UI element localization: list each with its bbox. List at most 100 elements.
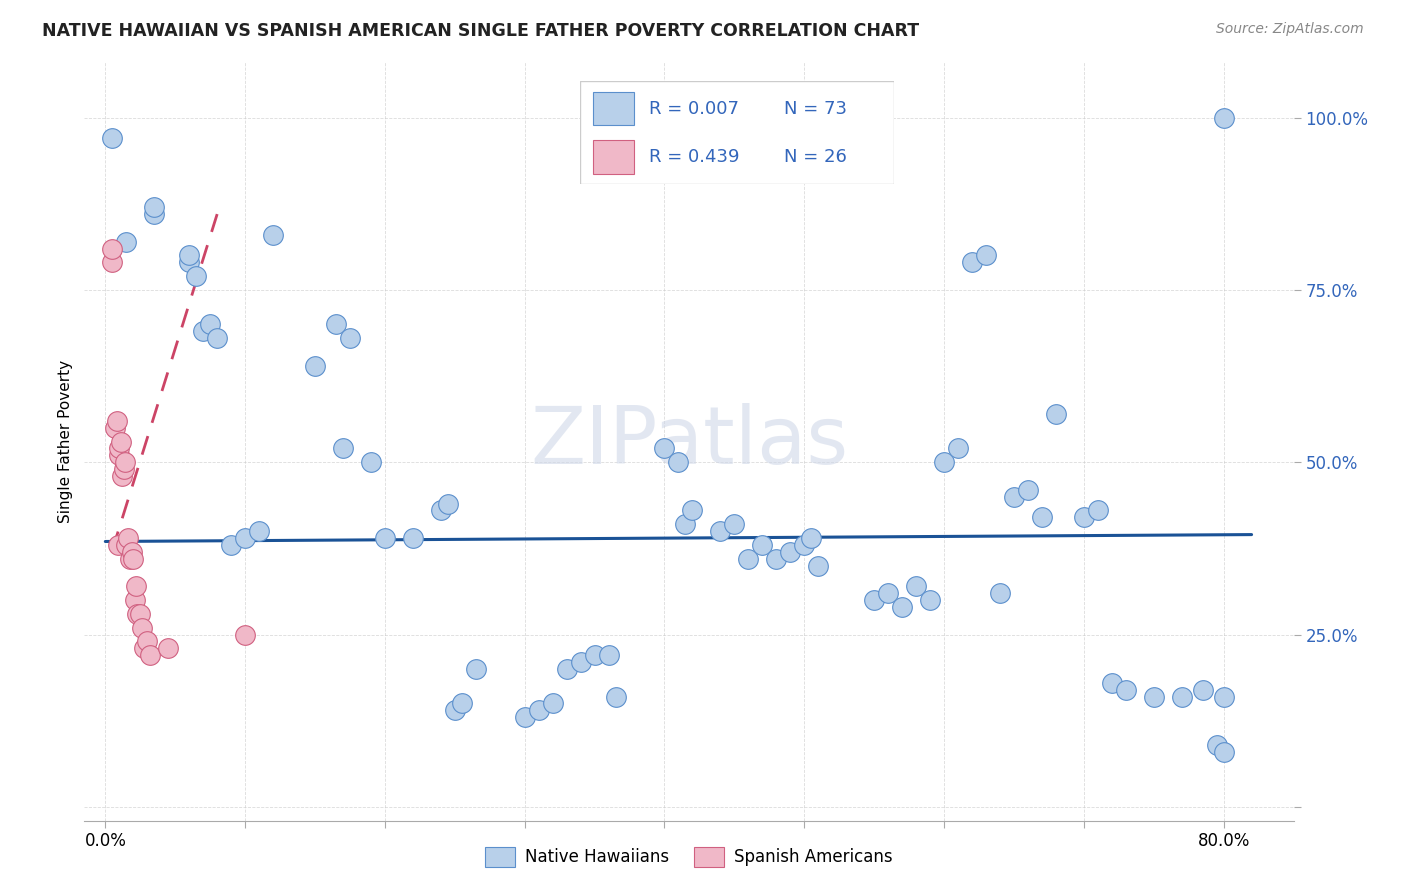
- Point: [179, 255, 201, 269]
- Legend: Native Hawaiians, Spanish Americans: Native Hawaiians, Spanish Americans: [478, 840, 900, 874]
- Point: [108, 448, 131, 462]
- Point: [555, 662, 578, 676]
- Point: [101, 131, 124, 145]
- Point: [101, 242, 124, 256]
- Point: [360, 455, 382, 469]
- Point: [110, 434, 132, 449]
- Point: [450, 697, 472, 711]
- Point: [877, 586, 900, 600]
- Point: [974, 248, 997, 262]
- Point: [105, 414, 128, 428]
- Point: [262, 227, 284, 242]
- Point: [681, 503, 703, 517]
- Point: [675, 517, 697, 532]
- Point: [960, 255, 983, 269]
- Point: [121, 545, 143, 559]
- Point: [304, 359, 326, 373]
- Point: [920, 593, 942, 607]
- Point: [124, 593, 146, 607]
- Point: [134, 641, 156, 656]
- Point: [143, 200, 166, 214]
- Point: [157, 641, 180, 656]
- Text: ZIPatlas: ZIPatlas: [530, 402, 848, 481]
- Point: [513, 710, 536, 724]
- Point: [179, 248, 201, 262]
- Point: [1191, 682, 1213, 697]
- Point: [464, 662, 486, 676]
- Point: [402, 531, 425, 545]
- Point: [101, 255, 124, 269]
- Point: [737, 551, 759, 566]
- Point: [339, 331, 361, 345]
- Point: [1101, 675, 1123, 690]
- Point: [709, 524, 731, 538]
- Point: [1143, 690, 1166, 704]
- Point: [1045, 407, 1067, 421]
- Point: [108, 442, 131, 456]
- Point: [443, 703, 465, 717]
- Point: [779, 545, 801, 559]
- Point: [104, 421, 127, 435]
- Point: [111, 469, 134, 483]
- Y-axis label: Single Father Poverty: Single Father Poverty: [58, 360, 73, 523]
- Point: [1212, 690, 1234, 704]
- Point: [127, 607, 149, 621]
- Point: [129, 607, 152, 621]
- Point: [1212, 111, 1234, 125]
- Point: [527, 703, 550, 717]
- Point: [198, 318, 221, 332]
- Point: [723, 517, 745, 532]
- Point: [136, 634, 159, 648]
- Point: [125, 579, 148, 593]
- Point: [374, 531, 396, 545]
- Point: [430, 503, 453, 517]
- Point: [583, 648, 606, 663]
- Point: [186, 269, 208, 284]
- Point: [1031, 510, 1053, 524]
- Point: [1017, 483, 1039, 497]
- Point: [654, 442, 676, 456]
- Point: [946, 442, 969, 456]
- Point: [793, 538, 815, 552]
- Point: [115, 538, 138, 552]
- Point: [114, 455, 136, 469]
- Point: [1115, 682, 1137, 697]
- Point: [541, 697, 564, 711]
- Point: [891, 599, 914, 614]
- Point: [115, 235, 138, 249]
- Point: [332, 442, 354, 456]
- Point: [131, 621, 153, 635]
- Point: [932, 455, 955, 469]
- Point: [765, 551, 787, 566]
- Point: [1170, 690, 1192, 704]
- Point: [193, 324, 215, 338]
- Point: [1205, 738, 1227, 752]
- Point: [122, 551, 145, 566]
- Point: [139, 648, 162, 663]
- Point: [751, 538, 773, 552]
- Point: [112, 462, 135, 476]
- Point: [219, 538, 242, 552]
- Point: [598, 648, 620, 663]
- Point: [233, 531, 256, 545]
- Point: [569, 655, 592, 669]
- Point: [807, 558, 830, 573]
- Point: [1212, 745, 1234, 759]
- Point: [905, 579, 928, 593]
- Text: Source: ZipAtlas.com: Source: ZipAtlas.com: [1216, 22, 1364, 37]
- Point: [863, 593, 886, 607]
- Point: [117, 531, 139, 545]
- Point: [205, 331, 228, 345]
- Point: [1087, 503, 1109, 517]
- Point: [233, 627, 256, 641]
- Point: [605, 690, 627, 704]
- Point: [1002, 490, 1025, 504]
- Point: [325, 318, 347, 332]
- Point: [247, 524, 270, 538]
- Point: [800, 531, 823, 545]
- Point: [988, 586, 1011, 600]
- Point: [436, 497, 458, 511]
- Text: NATIVE HAWAIIAN VS SPANISH AMERICAN SINGLE FATHER POVERTY CORRELATION CHART: NATIVE HAWAIIAN VS SPANISH AMERICAN SING…: [42, 22, 920, 40]
- Point: [143, 207, 166, 221]
- Point: [107, 538, 129, 552]
